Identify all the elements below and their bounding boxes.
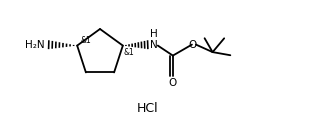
Text: &1: &1 [80,36,91,45]
Text: O: O [169,78,177,88]
Text: N: N [150,40,158,50]
Text: H: H [150,29,158,39]
Text: &1: &1 [124,48,135,57]
Text: HCl: HCl [137,102,159,116]
Text: O: O [189,40,197,50]
Text: H₂N: H₂N [24,40,44,50]
